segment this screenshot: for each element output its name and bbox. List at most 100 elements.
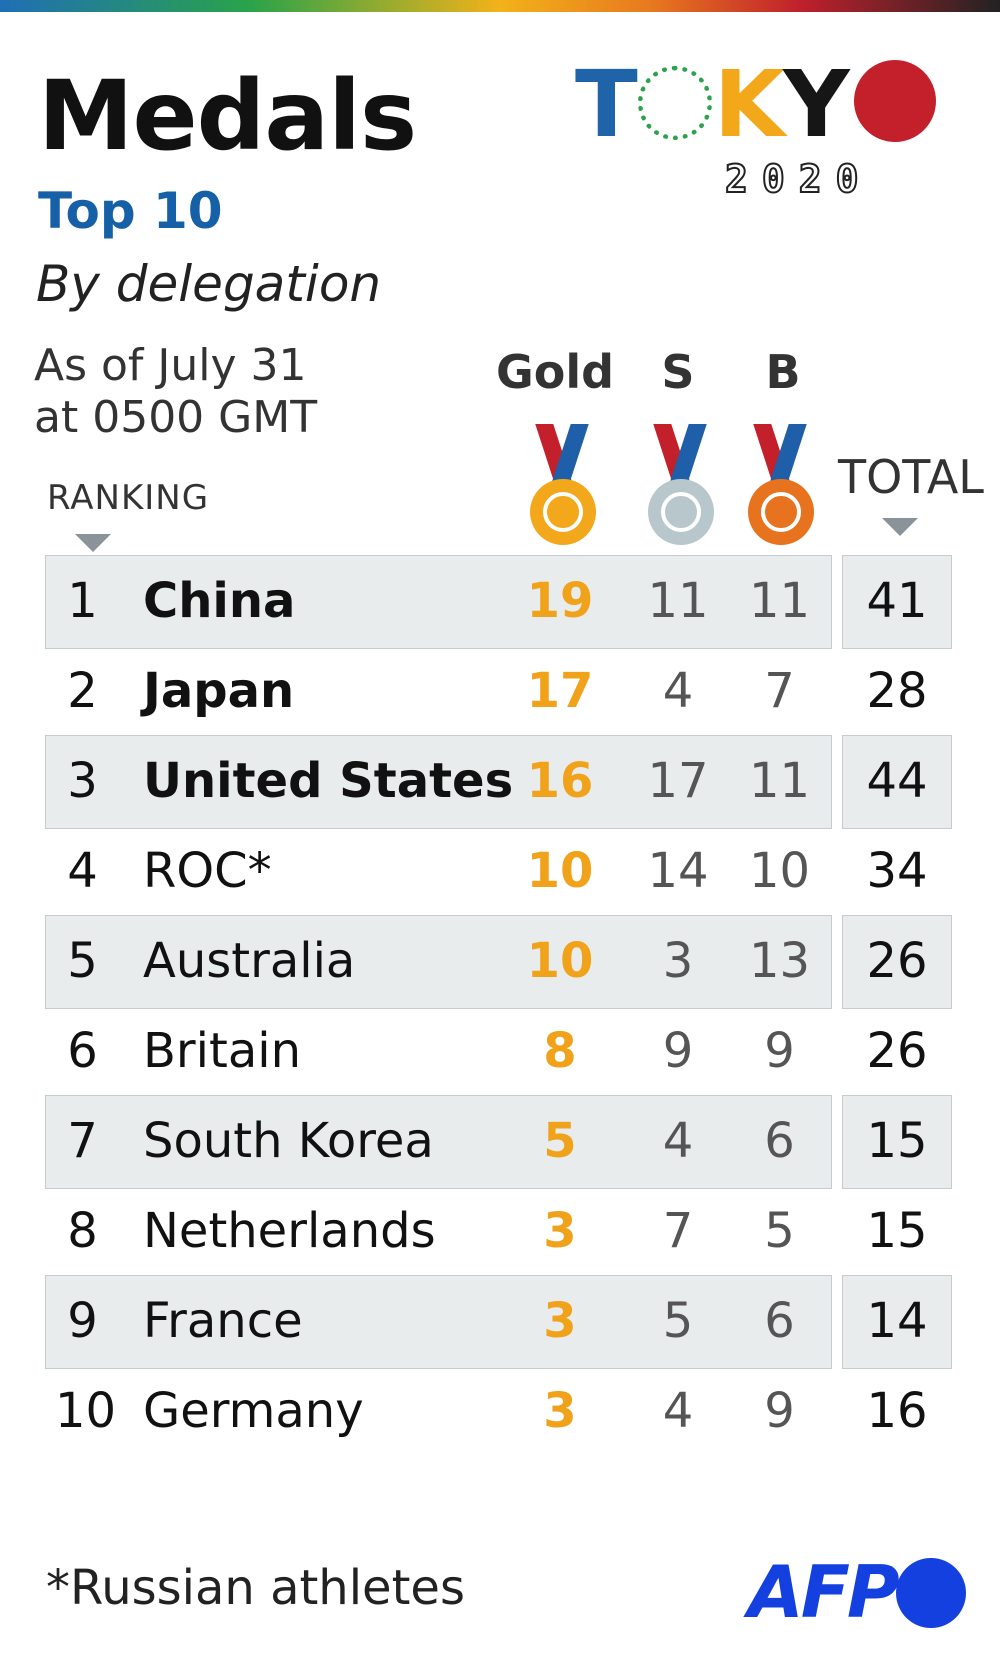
table-row: 1 China 19 11 11 41 [0,555,1000,649]
rank-cell: 5 [67,933,98,989]
table-row: 8 Netherlands 3 7 5 15 [0,1185,1000,1279]
row-band [45,1095,832,1189]
total-count-cell: 26 [866,1023,928,1079]
column-header-total: TOTAL [838,450,984,504]
total-count-cell: 28 [866,663,928,719]
logo-sun-icon [853,60,936,142]
country-cell: Germany [143,1383,364,1439]
gold-count-cell: 10 [526,933,594,989]
total-count-cell: 41 [866,573,928,629]
rank-cell: 3 [67,753,98,809]
table-row: 10 Germany 3 4 9 16 [0,1365,1000,1459]
gold-count-cell: 8 [543,1023,577,1079]
bronze-count-cell: 9 [764,1023,795,1079]
gold-count-cell: 3 [543,1383,577,1439]
silver-count-cell: 4 [662,1383,694,1439]
subtitle: Top 10 [38,182,223,240]
as-of-line-1: As of July 31 [34,340,307,391]
silver-count-cell: 17 [647,753,709,809]
total-count-cell: 14 [866,1293,928,1349]
as-of-timestamp: As of July 31 at 0500 GMT [34,340,317,444]
logo-letter-k: K [713,51,785,158]
gold-count-cell: 19 [526,573,594,629]
rank-cell: 2 [67,663,98,719]
table-row: 2 Japan 17 4 7 28 [0,645,1000,739]
subtitle-by-delegation: By delegation [36,255,382,313]
bronze-count-cell: 11 [748,753,811,809]
logo-letter-y: Y [783,51,850,158]
silver-medal-icon [646,424,716,554]
row-total-band [842,1095,952,1189]
ranking-sort-arrow-icon [75,534,111,552]
country-cell: Japan [143,663,295,719]
table-row: 5 Australia 10 3 13 26 [0,915,1000,1009]
silver-count-cell: 9 [662,1023,694,1079]
rank-cell: 8 [67,1203,98,1259]
bronze-count-cell: 6 [764,1293,795,1349]
rank-cell: 1 [67,573,98,629]
silver-count-cell: 4 [662,1113,694,1169]
rank-cell: 4 [67,843,98,899]
bronze-count-cell: 10 [748,843,811,899]
row-band [45,735,832,829]
table-row: 9 France 3 5 6 14 [0,1275,1000,1369]
silver-count-cell: 14 [647,843,709,899]
tokyo-2020-logo: T KY 2020 [575,55,975,205]
row-total-band [842,1275,952,1369]
silver-count-cell: 11 [647,573,709,629]
rank-cell: 9 [67,1293,98,1349]
gold-count-cell: 3 [543,1293,577,1349]
row-band [45,915,832,1009]
country-cell: ROC* [143,843,272,899]
bronze-count-cell: 11 [748,573,811,629]
total-count-cell: 26 [866,933,928,989]
logo-ring-icon [637,66,712,140]
country-cell: South Korea [143,1113,434,1169]
column-header-ranking: RANKING [47,478,210,518]
afp-logo: AFP [748,1552,968,1632]
rank-cell: 6 [67,1023,98,1079]
page-title: Medals [38,60,417,172]
country-cell: Australia [143,933,356,989]
total-count-cell: 16 [866,1383,928,1439]
afp-credit: AFP [748,1550,900,1634]
afp-dot-icon [896,1558,966,1628]
row-total-band [842,915,952,1009]
logo-letter-t: T [575,51,638,158]
gold-count-cell: 10 [526,843,594,899]
silver-count-cell: 5 [662,1293,694,1349]
table-row: 7 South Korea 5 4 6 15 [0,1095,1000,1189]
total-count-cell: 15 [866,1203,928,1259]
gold-count-cell: 17 [526,663,594,719]
total-sort-arrow-icon [882,518,918,536]
country-cell: Netherlands [143,1203,436,1259]
as-of-line-2: at 0500 GMT [34,392,318,443]
total-count-cell: 44 [866,753,928,809]
bronze-count-cell: 7 [764,663,795,719]
row-total-band [842,735,952,829]
column-header-silver: S [661,345,695,399]
bronze-count-cell: 13 [748,933,811,989]
logo-year: 2020 [724,156,873,202]
silver-count-cell: 7 [662,1203,694,1259]
country-cell: China [143,573,296,629]
column-header-gold: Gold [495,345,615,399]
column-header-bronze: B [765,345,801,399]
bronze-count-cell: 6 [764,1113,795,1169]
silver-count-cell: 3 [662,933,694,989]
bronze-medal-icon [746,424,816,554]
row-total-band [842,555,952,649]
table-row: 3 United States 16 17 11 44 [0,735,1000,829]
bronze-count-cell: 5 [764,1203,795,1259]
table-row: 6 Britain 8 9 9 26 [0,1005,1000,1099]
footnote: *Russian athletes [46,1560,465,1616]
gold-count-cell: 3 [543,1203,577,1259]
country-cell: Britain [143,1023,301,1079]
country-cell: France [143,1293,303,1349]
row-band [45,1275,832,1369]
country-cell: United States [143,753,514,809]
table-row: 4 ROC* 10 14 10 34 [0,825,1000,919]
bronze-count-cell: 9 [764,1383,795,1439]
rank-cell: 10 [55,1383,117,1439]
silver-count-cell: 4 [662,663,694,719]
